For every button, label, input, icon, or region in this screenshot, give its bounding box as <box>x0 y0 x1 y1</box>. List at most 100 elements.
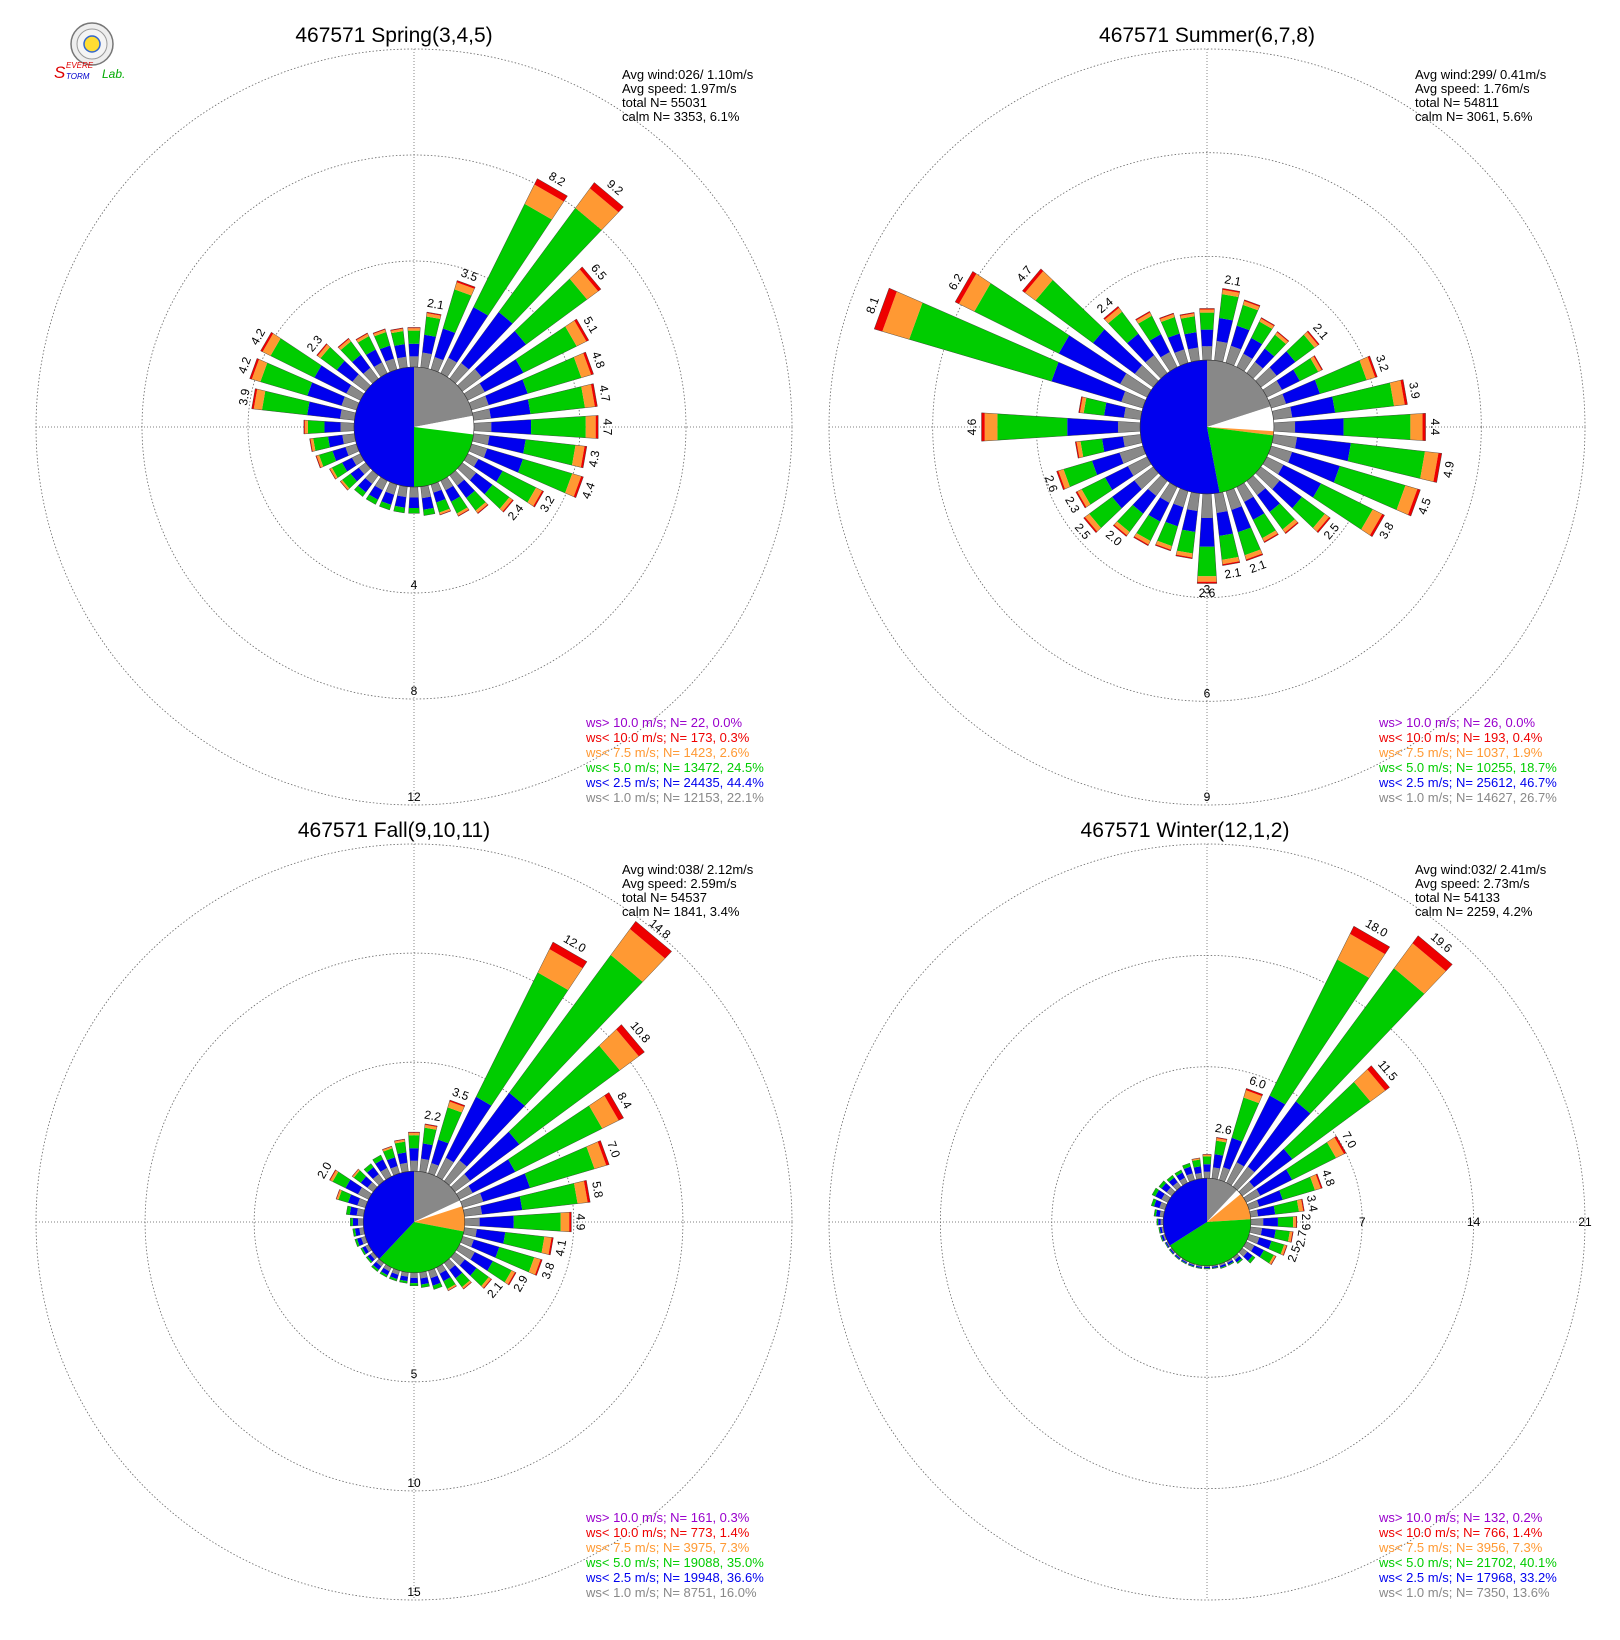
bar-label: 4.3 <box>586 449 603 468</box>
bar-segment <box>408 508 420 514</box>
bar-segment <box>304 420 308 434</box>
bar-segment <box>1314 360 1367 394</box>
bar-segment <box>1337 933 1386 978</box>
bar-segment <box>574 1180 588 1204</box>
bar-segment <box>1182 1163 1191 1169</box>
windrose-panel: 7 14 212.66.018.019.611.57.04.83.42.92.72.… <box>828 819 1592 1601</box>
sector-bar <box>1179 312 1200 363</box>
sector-bar <box>873 287 1146 409</box>
bar-segment <box>1203 1171 1211 1179</box>
bar-segment <box>372 1261 382 1270</box>
sector-bar <box>1164 1241 1171 1249</box>
legend-entry: ws< 2.5 m/s; N= 17968, 33.2% <box>1378 1570 1557 1585</box>
bar-segment <box>1202 1156 1212 1165</box>
bar-segment <box>1245 1088 1263 1097</box>
bar-segment <box>460 1236 474 1247</box>
bar-segment <box>1157 521 1178 547</box>
bar-segment <box>1079 396 1087 414</box>
bar-segment <box>473 203 552 316</box>
calm-pie <box>1162 1177 1252 1267</box>
sector-bar <box>472 433 588 469</box>
bar-segment <box>1169 1248 1175 1254</box>
bar-segment <box>363 1163 374 1173</box>
legend-entry: ws< 1.0 m/s; N= 8751, 16.0% <box>585 1585 757 1600</box>
bar-segment <box>1316 516 1331 533</box>
bar-segment <box>1158 1218 1161 1226</box>
bar-segment <box>399 1162 409 1173</box>
bar-segment <box>541 1236 552 1255</box>
bar-segment <box>1223 1137 1243 1170</box>
bar-segment <box>1155 1209 1161 1217</box>
sector-bar <box>355 332 388 378</box>
legend-entry: ws< 7.5 m/s; N= 1423, 2.6% <box>585 745 750 760</box>
bar-label: 7.0 <box>604 1139 623 1160</box>
bar-segment <box>366 1256 373 1264</box>
bar-segment <box>327 435 344 448</box>
bar-segment <box>1151 1198 1157 1207</box>
bar-segment <box>1278 464 1322 498</box>
bar-segment <box>1192 1159 1201 1168</box>
bar-segment <box>1174 1255 1180 1260</box>
calm-pie <box>362 1170 466 1274</box>
bar-segment <box>1179 312 1195 316</box>
bar-segment <box>1105 466 1134 490</box>
bar-segment <box>455 1272 470 1288</box>
sector-bar <box>372 328 398 373</box>
bar-segment <box>1177 529 1196 554</box>
bar-segment <box>1081 477 1113 505</box>
bar-segment <box>1247 1101 1311 1173</box>
bar-label: 2.5 <box>1285 1243 1304 1264</box>
bar-segment <box>408 343 420 357</box>
ring-label: 6 <box>1204 686 1211 700</box>
sector-bar <box>457 266 602 392</box>
bar-segment <box>1283 1081 1371 1160</box>
bar-segment <box>426 312 442 316</box>
bar-segment <box>1244 496 1265 520</box>
bar-segment <box>569 269 599 300</box>
ring-label: 7 <box>1359 1215 1366 1229</box>
bar-segment <box>409 356 419 368</box>
bar-segment <box>1084 513 1101 532</box>
bar-segment <box>575 188 619 230</box>
sector-bar <box>1268 445 1421 517</box>
bar-segment <box>1083 516 1098 533</box>
bar-segment <box>358 1218 364 1226</box>
bar-segment <box>958 273 991 312</box>
bar-segment <box>1075 491 1087 509</box>
bar-segment <box>522 357 582 394</box>
bar-segment <box>1292 496 1325 528</box>
bar-segment <box>1242 301 1260 311</box>
bar-segment <box>1199 312 1215 330</box>
bar-segment <box>1160 482 1178 503</box>
legend-entry: ws> 10.0 m/s; N= 161, 0.3% <box>585 1510 750 1525</box>
ring-label: 21 <box>1578 1215 1592 1229</box>
bar-segment <box>503 1232 545 1253</box>
bar-segment <box>390 1165 400 1176</box>
sector-bar <box>1271 379 1408 420</box>
bar-segment <box>476 972 569 1106</box>
bar-segment <box>423 507 435 516</box>
bar-label: 2.6 <box>1199 586 1216 600</box>
bar-segment <box>1022 268 1044 293</box>
sector-bar <box>352 1227 365 1237</box>
bar-segment <box>410 1277 418 1284</box>
bar-segment <box>464 1131 520 1181</box>
bar-segment <box>1114 521 1130 536</box>
sector-bar <box>408 486 420 514</box>
bar-segment <box>374 362 388 378</box>
bar-segment <box>1293 1216 1296 1228</box>
bar-segment <box>1147 475 1168 496</box>
bar-segment <box>1253 513 1276 539</box>
bar-segment <box>381 1267 390 1276</box>
bar-segment <box>1161 317 1180 338</box>
calm-circle <box>362 1170 466 1274</box>
bar-segment <box>495 1247 535 1273</box>
bar-segment <box>424 316 441 337</box>
bar-segment <box>440 357 457 378</box>
sector-bar <box>1226 1258 1235 1266</box>
sector-bar <box>1156 1218 1164 1226</box>
bar-segment <box>1197 581 1217 584</box>
bar-label: 6.0 <box>1247 1073 1268 1092</box>
legend-entry: ws< 7.5 m/s; N= 3975, 7.3% <box>585 1540 750 1555</box>
legend-entry: ws< 10.0 m/s; N= 173, 0.3% <box>585 730 750 745</box>
